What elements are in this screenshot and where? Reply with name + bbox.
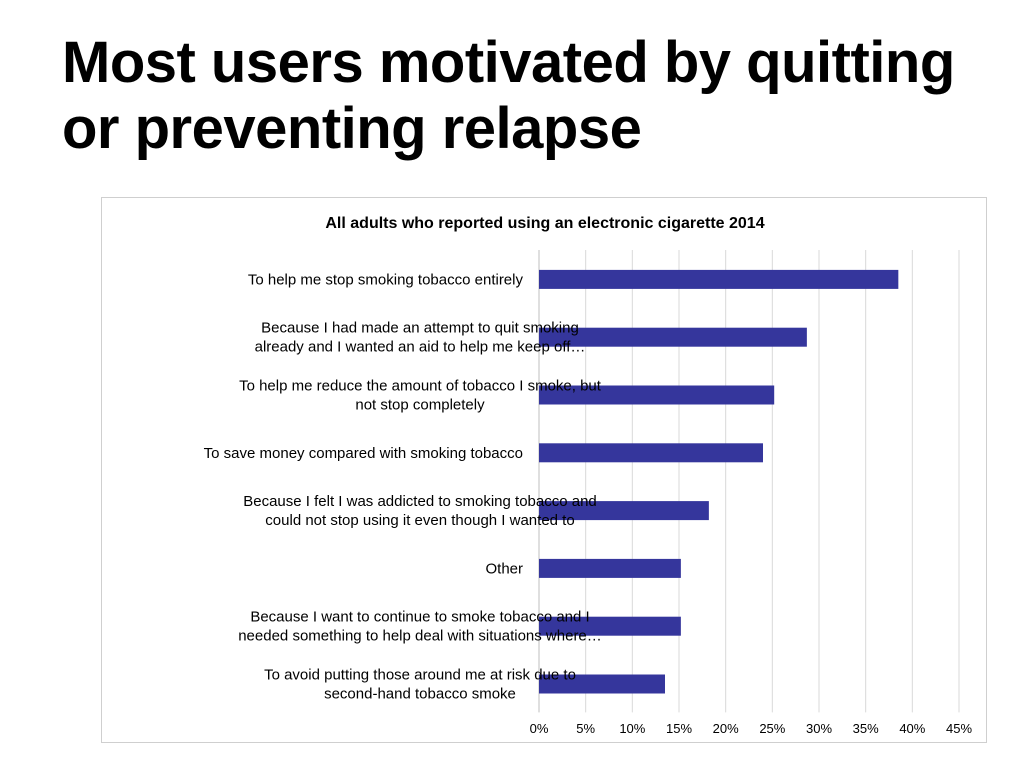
- x-tick-label: 10%: [619, 721, 645, 736]
- category-label-line: Because I had made an attempt to quit sm…: [261, 320, 579, 337]
- category-label-line: To help me reduce the amount of tobacco …: [239, 378, 602, 395]
- x-tick-label: 5%: [576, 721, 595, 736]
- bar: [539, 501, 709, 521]
- category-label-line: To avoid putting those around me at risk…: [264, 667, 576, 684]
- bar: [539, 558, 681, 578]
- bar: [539, 616, 681, 636]
- category-label-line: needed something to help deal with situa…: [238, 628, 602, 645]
- category-label: To avoid putting those around me at risk…: [264, 667, 576, 703]
- x-tick-label: 45%: [946, 721, 972, 736]
- bar: [539, 327, 807, 347]
- category-label-line: Because I want to continue to smoke toba…: [250, 609, 589, 626]
- category-label-line: could not stop using it even though I wa…: [265, 512, 574, 529]
- chart-title: All adults who reported using an electro…: [325, 215, 764, 232]
- category-label-line: To help me stop smoking tobacco entirely: [248, 271, 524, 288]
- x-tick-label: 15%: [666, 721, 692, 736]
- category-label-line: not stop completely: [355, 397, 485, 414]
- x-tick-label: 0%: [530, 721, 549, 736]
- category-label-line: second-hand tobacco smoke: [324, 686, 516, 703]
- category-label: Because I want to continue to smoke toba…: [238, 609, 602, 645]
- category-label-line: Because I felt I was addicted to smoking…: [243, 493, 597, 510]
- x-tick-label: 25%: [759, 721, 785, 736]
- category-label: To help me stop smoking tobacco entirely: [248, 271, 524, 288]
- slide-title: Most users motivated by quitting or prev…: [62, 30, 955, 161]
- category-label: Because I had made an attempt to quit sm…: [255, 320, 586, 356]
- chart-frame: All adults who reported using an electro…: [101, 197, 987, 743]
- category-label: Because I felt I was addicted to smoking…: [243, 493, 597, 529]
- bar: [539, 385, 775, 405]
- bar: [539, 674, 665, 694]
- bar: [539, 269, 899, 289]
- category-labels: To help me stop smoking tobacco entirely…: [204, 271, 602, 702]
- x-tick-label: 40%: [899, 721, 925, 736]
- category-label-line: To save money compared with smoking toba…: [204, 445, 523, 462]
- bars: [539, 269, 899, 694]
- category-label: To save money compared with smoking toba…: [204, 445, 523, 462]
- category-label: Other: [485, 560, 523, 577]
- category-label-line: Other: [485, 560, 523, 577]
- x-tick-label: 35%: [853, 721, 879, 736]
- category-label-line: already and I wanted an aid to help me k…: [255, 339, 586, 356]
- bar-chart: All adults who reported using an electro…: [204, 215, 973, 736]
- category-label: To help me reduce the amount of tobacco …: [239, 378, 602, 414]
- x-tick-label: 30%: [806, 721, 832, 736]
- bar: [539, 443, 763, 463]
- gridlines: [538, 250, 960, 713]
- x-tick-label: 20%: [713, 721, 739, 736]
- x-axis-ticks: 0% 5% 10% 15% 20% 25% 30% 35% 40% 45%: [530, 721, 973, 736]
